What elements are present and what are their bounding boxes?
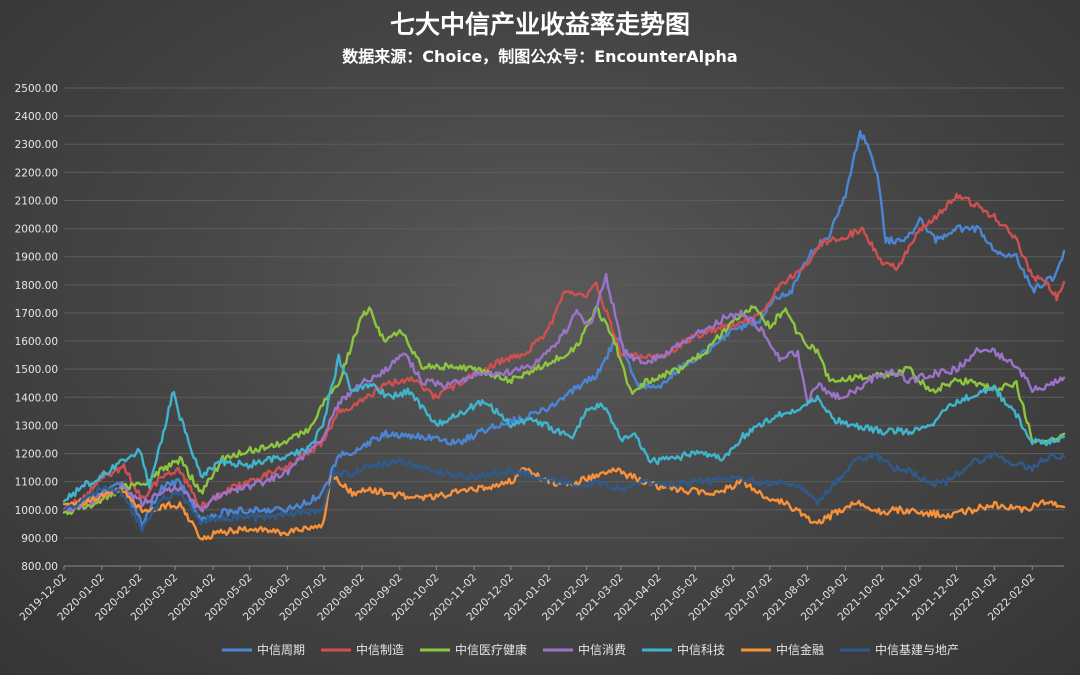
legend-label: 中信金融 [776, 642, 824, 657]
legend: 中信周期 中信制造 中信医疗健康 中信消费 中信科技 中信金融 中信基建与地产 [222, 642, 959, 657]
y-tick-label: 1100.00 [15, 477, 58, 489]
legend-label: 中信制造 [356, 642, 404, 657]
y-tick-label: 1900.00 [15, 252, 58, 264]
series-line [62, 192, 1066, 512]
gridlines [64, 87, 1064, 567]
legend-label: 中信消费 [578, 642, 626, 657]
plot-area [62, 129, 1066, 541]
legend-label: 中信医疗健康 [455, 642, 527, 657]
y-tick-label: 2000.00 [15, 224, 58, 236]
y-tick-label: 1700.00 [15, 308, 58, 320]
y-tick-label: 1300.00 [15, 420, 58, 432]
y-tick-label: 1400.00 [15, 392, 58, 404]
y-tick-label: 1800.00 [15, 280, 58, 292]
chart-title: 七大中信产业收益率走势图 [390, 10, 690, 39]
y-tick-label: 1200.00 [15, 449, 58, 461]
legend-label: 中信科技 [677, 642, 725, 657]
y-tick-label: 2300.00 [15, 139, 58, 151]
y-tick-label: 900.00 [21, 533, 58, 545]
series-line [62, 451, 1066, 533]
legend-label: 中信基建与地产 [875, 642, 959, 657]
y-tick-label: 2200.00 [15, 167, 58, 179]
series-line [62, 129, 1066, 528]
y-tick-label: 1600.00 [15, 336, 58, 348]
chart-subtitle: 数据来源：Choice，制图公众号：EncounterAlpha [342, 47, 737, 66]
y-tick-label: 2500.00 [15, 83, 58, 95]
series-line [62, 272, 1066, 513]
y-tick-label: 2100.00 [15, 195, 58, 207]
y-tick-label: 1000.00 [15, 505, 58, 517]
y-axis: 2500.00 2400.00 2300.00 2200.00 2100.00 2000.… [15, 83, 58, 573]
legend-label: 中信周期 [257, 642, 305, 657]
y-tick-label: 1500.00 [15, 364, 58, 376]
y-tick-label: 2400.00 [15, 111, 58, 123]
y-tick-label: 800.00 [21, 561, 58, 573]
x-axis: 2019-12-022020-01-022020-02-022020-03-02… [17, 565, 1064, 623]
series-line [62, 353, 1066, 503]
